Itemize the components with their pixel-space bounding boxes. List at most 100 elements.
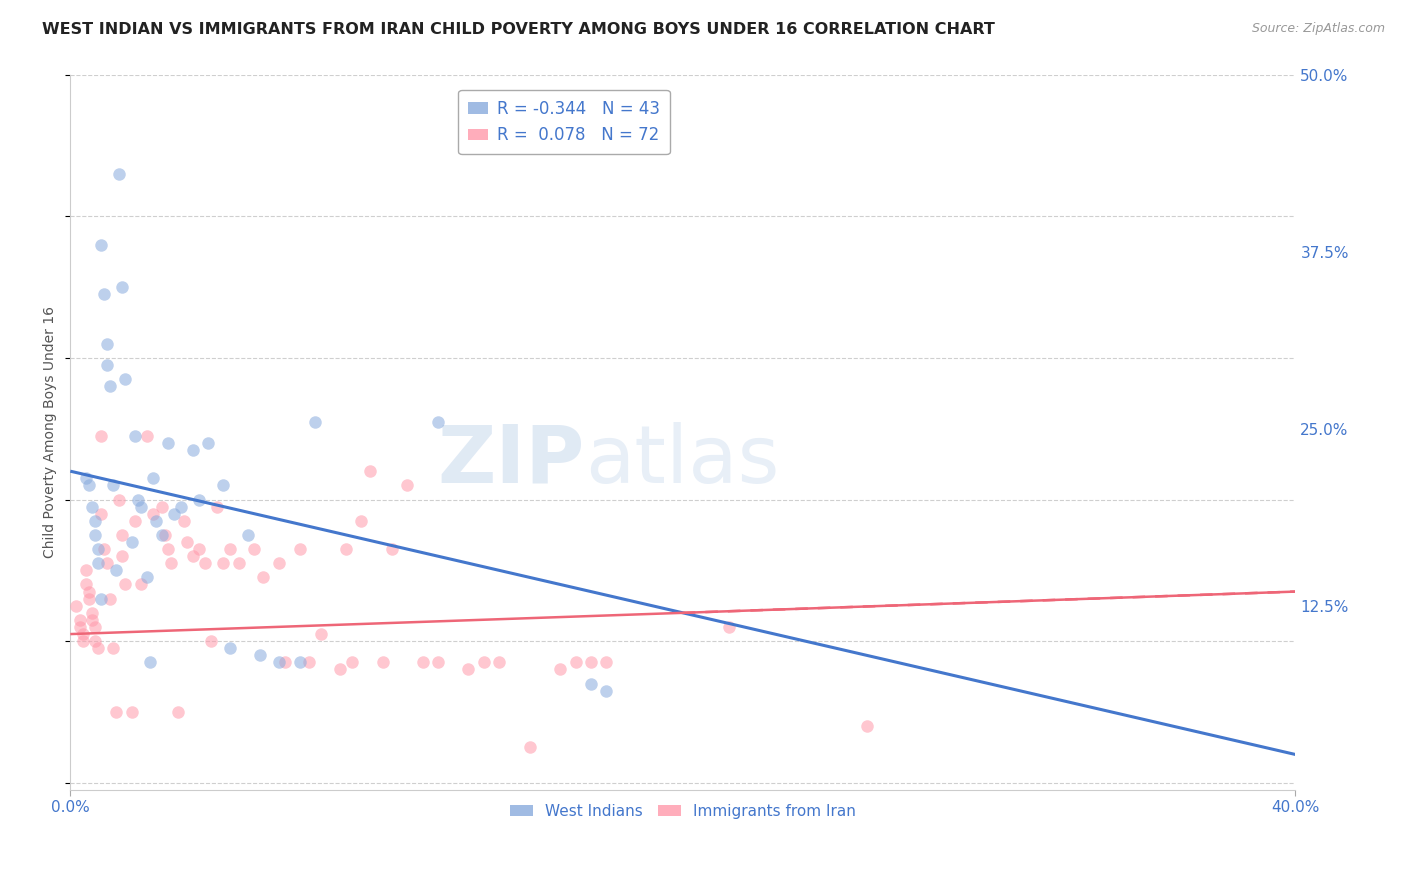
Point bbox=[457, 663, 479, 677]
Point bbox=[472, 656, 495, 670]
Point bbox=[142, 507, 165, 521]
Point bbox=[249, 648, 271, 663]
Point bbox=[69, 620, 91, 634]
Point bbox=[65, 599, 87, 613]
Point bbox=[124, 429, 146, 443]
Point bbox=[426, 415, 449, 429]
Point bbox=[200, 634, 222, 648]
Point bbox=[111, 528, 134, 542]
Point bbox=[288, 542, 311, 557]
Point bbox=[267, 556, 290, 570]
Point bbox=[273, 656, 295, 670]
Point bbox=[83, 620, 105, 634]
Point bbox=[595, 683, 617, 698]
Point bbox=[564, 656, 586, 670]
Point bbox=[855, 719, 877, 733]
Point bbox=[83, 514, 105, 528]
Point bbox=[77, 584, 100, 599]
Point bbox=[135, 570, 157, 584]
Text: WEST INDIAN VS IMMIGRANTS FROM IRAN CHILD POVERTY AMONG BOYS UNDER 16 CORRELATIO: WEST INDIAN VS IMMIGRANTS FROM IRAN CHIL… bbox=[42, 22, 995, 37]
Point bbox=[145, 514, 167, 528]
Point bbox=[359, 464, 381, 478]
Point bbox=[288, 656, 311, 670]
Point bbox=[135, 429, 157, 443]
Point bbox=[114, 577, 136, 591]
Point bbox=[155, 528, 177, 542]
Point bbox=[121, 705, 143, 719]
Point bbox=[69, 613, 91, 627]
Point bbox=[87, 641, 110, 656]
Point bbox=[166, 705, 188, 719]
Point bbox=[160, 556, 183, 570]
Point bbox=[75, 563, 97, 577]
Point bbox=[173, 514, 195, 528]
Point bbox=[111, 280, 134, 294]
Point bbox=[188, 492, 211, 507]
Point bbox=[103, 641, 125, 656]
Point bbox=[267, 656, 290, 670]
Point bbox=[77, 591, 100, 606]
Point bbox=[139, 656, 162, 670]
Point bbox=[80, 500, 103, 514]
Point bbox=[83, 634, 105, 648]
Point bbox=[350, 514, 373, 528]
Point bbox=[75, 471, 97, 485]
Point bbox=[142, 471, 165, 485]
Point bbox=[218, 641, 240, 656]
Point bbox=[188, 542, 211, 557]
Point bbox=[298, 656, 321, 670]
Point bbox=[381, 542, 404, 557]
Point bbox=[96, 358, 118, 372]
Point bbox=[90, 591, 112, 606]
Point bbox=[176, 535, 198, 549]
Legend: West Indians, Immigrants from Iran: West Indians, Immigrants from Iran bbox=[503, 798, 862, 825]
Point bbox=[124, 514, 146, 528]
Point bbox=[157, 435, 180, 450]
Point bbox=[181, 442, 204, 457]
Point bbox=[207, 500, 229, 514]
Point bbox=[197, 435, 219, 450]
Point bbox=[108, 167, 131, 181]
Point bbox=[98, 379, 121, 393]
Text: atlas: atlas bbox=[585, 422, 779, 500]
Point bbox=[96, 556, 118, 570]
Point bbox=[75, 577, 97, 591]
Point bbox=[218, 542, 240, 557]
Point bbox=[412, 656, 434, 670]
Point bbox=[212, 556, 235, 570]
Point bbox=[181, 549, 204, 564]
Point bbox=[72, 627, 94, 641]
Point bbox=[488, 656, 510, 670]
Point bbox=[396, 478, 419, 492]
Point bbox=[329, 663, 352, 677]
Point bbox=[96, 336, 118, 351]
Point bbox=[335, 542, 357, 557]
Point bbox=[80, 606, 103, 620]
Point bbox=[163, 507, 186, 521]
Point bbox=[579, 656, 602, 670]
Point bbox=[129, 500, 152, 514]
Point bbox=[93, 287, 115, 301]
Point bbox=[90, 507, 112, 521]
Point bbox=[127, 492, 149, 507]
Point bbox=[304, 415, 326, 429]
Y-axis label: Child Poverty Among Boys Under 16: Child Poverty Among Boys Under 16 bbox=[44, 306, 58, 558]
Point bbox=[194, 556, 217, 570]
Point bbox=[157, 542, 180, 557]
Point bbox=[105, 563, 128, 577]
Point bbox=[311, 627, 333, 641]
Point bbox=[121, 535, 143, 549]
Point bbox=[595, 656, 617, 670]
Point bbox=[90, 237, 112, 252]
Point bbox=[228, 556, 250, 570]
Point bbox=[236, 528, 259, 542]
Point bbox=[150, 500, 173, 514]
Point bbox=[111, 549, 134, 564]
Point bbox=[108, 492, 131, 507]
Point bbox=[83, 528, 105, 542]
Point bbox=[114, 372, 136, 386]
Point bbox=[72, 634, 94, 648]
Point bbox=[550, 663, 572, 677]
Point bbox=[426, 656, 449, 670]
Point bbox=[87, 542, 110, 557]
